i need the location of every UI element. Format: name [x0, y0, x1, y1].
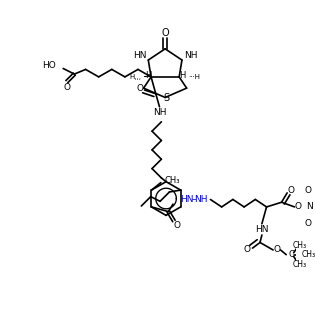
Text: NH: NH: [184, 51, 197, 60]
Text: O: O: [287, 186, 295, 195]
Text: NH: NH: [194, 195, 208, 204]
Text: CH₃: CH₃: [292, 241, 306, 250]
Text: HN: HN: [255, 225, 269, 234]
Text: H,,,: H,,,: [130, 74, 142, 80]
Text: O: O: [173, 221, 180, 230]
Text: O: O: [304, 186, 311, 195]
Text: CH₃: CH₃: [292, 260, 306, 268]
Text: O: O: [273, 245, 280, 254]
Text: O: O: [161, 28, 169, 38]
Text: O: O: [63, 83, 70, 92]
Text: O: O: [136, 84, 143, 93]
Text: O: O: [243, 245, 250, 254]
Text: O: O: [295, 202, 302, 212]
Text: S: S: [163, 93, 169, 103]
Text: O: O: [304, 219, 311, 228]
Text: HN: HN: [133, 51, 146, 60]
Text: H: H: [179, 72, 185, 81]
Text: N: N: [306, 202, 313, 211]
Text: C: C: [289, 250, 295, 259]
Text: –: –: [191, 195, 196, 204]
Text: CH₃: CH₃: [301, 250, 315, 259]
Text: ···H: ···H: [188, 74, 201, 80]
Text: HN: HN: [180, 195, 194, 204]
Text: NH: NH: [153, 108, 166, 117]
Text: H: H: [145, 72, 152, 81]
Text: HO: HO: [42, 61, 56, 70]
Text: CH₃: CH₃: [164, 176, 180, 185]
